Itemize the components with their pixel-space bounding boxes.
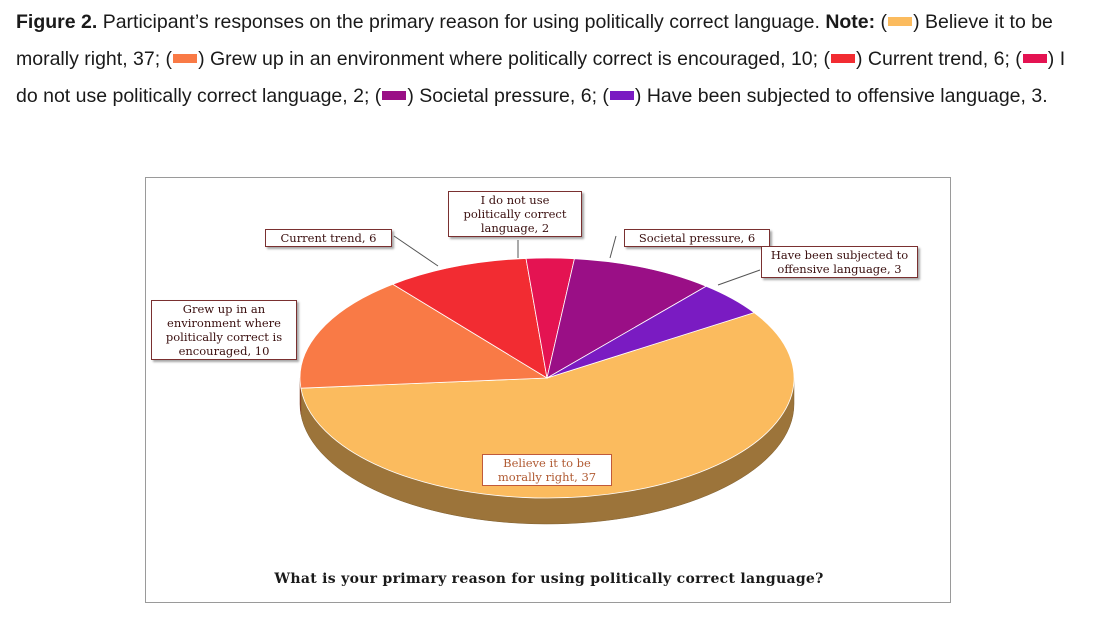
pie-slice-1	[299, 283, 549, 389]
legend-text-1: Grew up in an environment where politica…	[209, 48, 819, 70]
legend-text-4: Societal pressure, 6;	[419, 85, 597, 107]
legend-text-0: Believe it to be morally right, 37;	[16, 11, 1053, 70]
legend-text-5: Have been subjected to offensive languag…	[646, 85, 1048, 107]
pie-slice-2	[391, 258, 548, 379]
legend-swatch-0	[888, 17, 913, 27]
legend-swatch-5	[609, 91, 634, 101]
data-label-offensive-language: Have been subjected to offensive languag…	[761, 246, 918, 278]
legend-swatch-4	[382, 91, 407, 101]
pie-slices	[299, 257, 795, 499]
leader-lines	[393, 235, 761, 286]
pie-slice-0	[300, 312, 795, 499]
pie-slice-4	[546, 258, 708, 379]
data-label-societal-pressure: Societal pressure, 6	[624, 229, 770, 247]
legend-swatch-3	[1022, 54, 1047, 64]
pie-chart	[299, 235, 795, 525]
pie-chart-frame: Current trend, 6 I do not use politicall…	[145, 177, 951, 603]
leader-line-2	[609, 235, 617, 259]
legend-swatch-1	[173, 54, 198, 64]
data-label-morally-right: Believe it to be morally right, 37	[482, 454, 612, 486]
legend-text-3: I do not use politically correct languag…	[16, 48, 1066, 107]
chart-title: What is your primary reason for using po…	[274, 571, 824, 587]
pie-slice-5	[546, 285, 756, 379]
figure-caption: Figure 2. Participant’s responses on the…	[16, 11, 1066, 107]
data-label-current-trend: Current trend, 6	[265, 229, 392, 247]
data-label-grew-up: Grew up in an environment where politica…	[151, 300, 297, 360]
figure-label: Figure 2.	[16, 11, 98, 33]
leader-line-0	[393, 235, 439, 267]
data-label-do-not-use: I do not use politically correct languag…	[448, 191, 582, 237]
legend-swatch-2	[830, 54, 855, 64]
leader-line-3	[717, 269, 761, 286]
caption-intro: Participant’s responses on the primary r…	[102, 11, 820, 33]
legend-text-2: Current trend, 6;	[867, 48, 1010, 70]
note-label: Note:	[825, 11, 876, 33]
